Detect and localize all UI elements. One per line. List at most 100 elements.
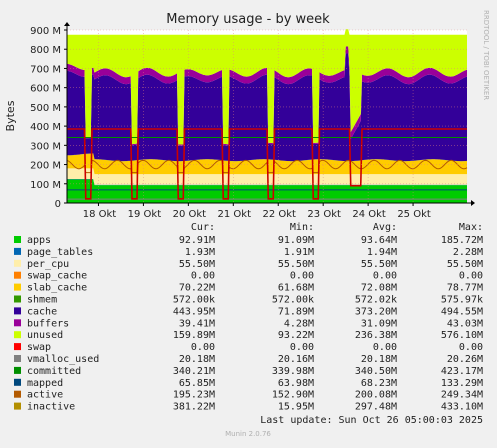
legend-cur-page_tables: 1.93M (185, 247, 215, 258)
legend-max-slab_cache: 78.77M (447, 283, 483, 294)
legend-swatch-slab_cache (14, 283, 21, 291)
legend-cur-swap_cache: 0.00 (191, 271, 215, 282)
x-tick-label-19 Okt: 19 Okt (128, 209, 162, 220)
legend-cur-vmalloc_used: 20.18M (179, 354, 215, 365)
legend-avg-per_cpu: 55.50M (361, 259, 397, 270)
line-inactive (67, 128, 467, 200)
legend-name-apps: apps (27, 235, 51, 246)
legend-name-swap_cache: swap_cache (27, 271, 87, 282)
legend-cur-swap: 0.00 (191, 342, 215, 353)
legend-avg-mapped: 68.23M (361, 378, 397, 389)
legend-swatch-apps (14, 236, 21, 243)
legend-max-shmem: 575.97k (441, 295, 483, 306)
legend-min-mapped: 63.98M (278, 378, 314, 389)
legend-avg-shmem: 572.02k (355, 295, 397, 306)
legend-max-swap_cache: 0.00 (459, 271, 483, 282)
legend-cur-per_cpu: 55.50M (179, 259, 215, 270)
legend-name-inactive: inactive (27, 402, 75, 413)
x-axis-arrow (471, 200, 475, 206)
axes: 0 100 M 200 M 300 M 400 M 500 M 600 M 700 M 800 … (30, 22, 475, 220)
legend-swatch-page_tables (14, 247, 21, 255)
legend-swatch-cache (14, 307, 21, 315)
legend-avg-slab_cache: 72.08M (361, 283, 397, 294)
legend-min-swap_cache: 0.00 (290, 271, 314, 282)
legend-swatch-unused (14, 331, 21, 339)
legend-max-per_cpu: 55.50M (447, 259, 483, 270)
legend-header-max: Max: (459, 222, 483, 233)
legend-min-unused: 93.22M (278, 330, 314, 341)
legend-min-slab_cache: 61.68M (278, 283, 314, 294)
y-tick-label-900 M: 900 M (30, 26, 61, 37)
legend-name-shmem: shmem (27, 295, 57, 306)
legend-max-swap: 0.00 (459, 342, 483, 353)
legend-swatch-vmalloc_used (14, 355, 21, 362)
x-tick-label-18 Okt: 18 Okt (83, 209, 117, 220)
legend-cur-shmem: 572.00k (173, 295, 215, 306)
legend-cur-committed: 340.21M (173, 366, 215, 377)
munin-version: Munin 2.0.76 (225, 430, 271, 438)
legend-max-committed: 423.17M (441, 366, 483, 377)
area-per_cpu (67, 168, 467, 185)
legend-avg-swap: 0.00 (373, 342, 397, 353)
legend-name-committed: committed (27, 366, 81, 377)
legend-cur-inactive: 381.22M (173, 402, 215, 413)
x-tick-label-24 Okt: 24 Okt (352, 209, 386, 220)
legend-avg-swap_cache: 0.00 (373, 271, 397, 282)
rrdtool-credit: RRDTOOL / TOBI OETIKER (482, 10, 490, 100)
legend-name-unused: unused (27, 330, 63, 341)
legend-max-vmalloc_used: 20.26M (447, 354, 483, 365)
legend-swatch-shmem (14, 295, 21, 303)
chart-title: Memory usage - by week (166, 12, 330, 27)
legend-max-apps: 185.72M (441, 235, 483, 246)
area-cache (67, 53, 467, 162)
legend-max-mapped: 133.29M (441, 378, 483, 389)
legend: Cur: Min: Avg: Max: apps 92.91M 91.09M 93.64M 18… (14, 222, 483, 413)
area-unused (67, 29, 467, 145)
legend-max-active: 249.34M (441, 390, 483, 401)
legend-swatch-inactive (14, 402, 21, 410)
legend-min-inactive: 15.95M (278, 402, 314, 413)
legend-avg-apps: 93.64M (361, 235, 397, 246)
legend-name-per_cpu: per_cpu (27, 259, 69, 270)
legend-cur-unused: 159.89M (173, 330, 215, 341)
x-tick-label-25 Okt: 25 Okt (397, 209, 431, 220)
legend-max-buffers: 43.03M (447, 318, 483, 329)
legend-name-page_tables: page_tables (27, 247, 93, 258)
y-axis-arrow (64, 22, 70, 26)
legend-cur-mapped: 65.85M (179, 378, 215, 389)
legend-header-min: Min: (290, 222, 314, 233)
legend-min-committed: 339.98M (272, 366, 314, 377)
legend-avg-cache: 373.20M (355, 306, 397, 317)
legend-cur-slab_cache: 70.22M (179, 283, 215, 294)
legend-avg-committed: 340.50M (355, 366, 397, 377)
legend-min-vmalloc_used: 20.16M (278, 354, 314, 365)
last-update: Last update: Sun Oct 26 05:00:03 2025 (260, 415, 483, 426)
legend-min-page_tables: 1.91M (284, 247, 314, 258)
legend-avg-page_tables: 1.94M (367, 247, 397, 258)
y-tick-label-0: 0 (55, 199, 61, 210)
x-tick-label-21 Okt: 21 Okt (218, 209, 252, 220)
legend-max-page_tables: 2.28M (453, 247, 483, 258)
y-tick-label-500 M: 500 M (30, 103, 61, 114)
legend-min-active: 152.90M (272, 390, 314, 401)
legend-swatch-active (14, 390, 21, 398)
legend-name-buffers: buffers (27, 318, 69, 329)
y-tick-label-700 M: 700 M (30, 64, 61, 75)
y-tick-label-800 M: 800 M (30, 45, 61, 56)
y-tick-label-200 M: 200 M (30, 161, 61, 172)
legend-max-cache: 494.55M (441, 306, 483, 317)
legend-name-cache: cache (27, 306, 57, 317)
legend-cur-apps: 92.91M (179, 235, 215, 246)
legend-min-buffers: 4.28M (284, 318, 314, 329)
legend-name-swap: swap (27, 342, 51, 353)
legend-name-vmalloc_used: vmalloc_used (27, 354, 99, 365)
legend-avg-inactive: 297.48M (355, 402, 397, 413)
area-apps (67, 179, 467, 203)
legend-cur-buffers: 39.41M (179, 318, 215, 329)
legend-min-cache: 71.89M (278, 306, 314, 317)
legend-max-inactive: 433.10M (441, 402, 483, 413)
legend-avg-unused: 236.38M (355, 330, 397, 341)
legend-swatch-buffers (14, 319, 21, 327)
y-tick-label-300 M: 300 M (30, 141, 61, 152)
